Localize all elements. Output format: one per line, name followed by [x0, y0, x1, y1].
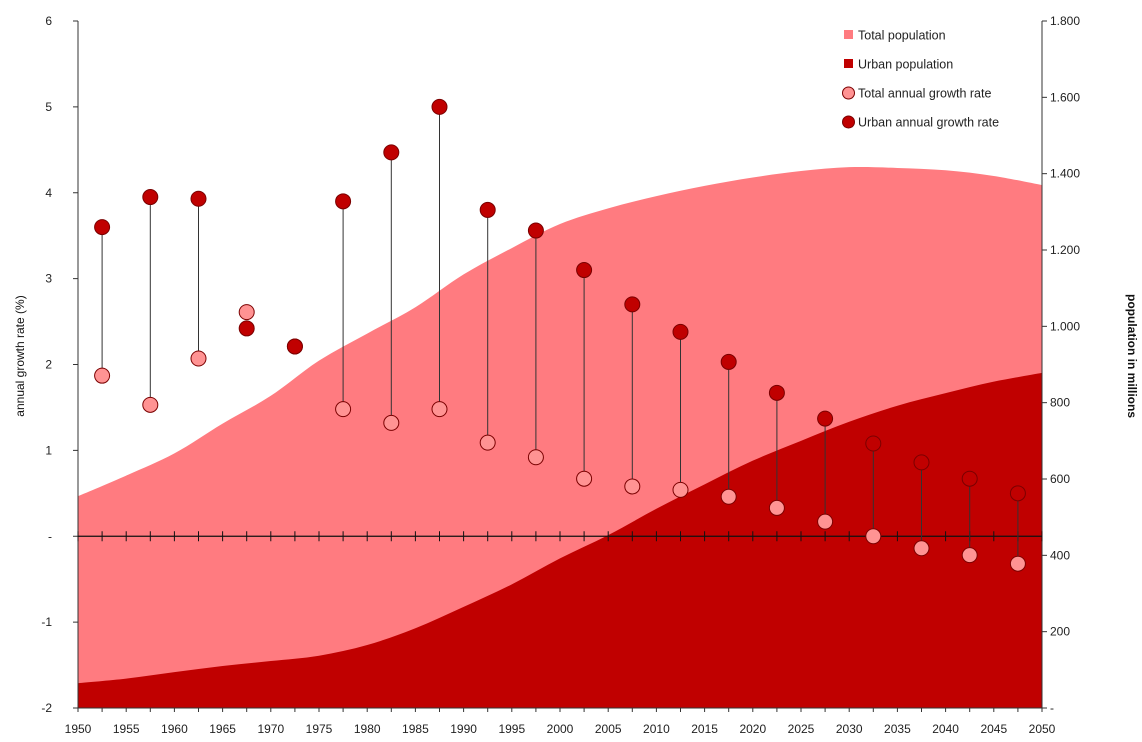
y2-tick-label: 1.800	[1050, 14, 1080, 28]
legend-label: Total annual growth rate	[858, 87, 991, 101]
total-rate-marker	[527, 449, 544, 466]
y2-tick-label: 1.400	[1050, 167, 1080, 181]
y2-tick-label: 1.200	[1050, 243, 1080, 257]
legend-label: Total population	[858, 29, 946, 43]
urban-rate-marker	[913, 454, 930, 471]
urban-rate-marker	[238, 320, 255, 337]
x-tick-label: 2030	[836, 722, 863, 736]
x-tick-label: 2020	[739, 722, 766, 736]
population-areas	[78, 167, 1042, 709]
urban-rate-marker	[1009, 485, 1026, 502]
x-tick-label: 1995	[498, 722, 525, 736]
y2-tick-label: 1.600	[1050, 90, 1080, 104]
urban-population-area	[78, 372, 1042, 708]
y2-tick-label: 200	[1050, 625, 1070, 639]
total-rate-marker	[720, 488, 737, 505]
x-tick-label: 2015	[691, 722, 718, 736]
y-tick-label: -1	[41, 615, 52, 629]
y-tick-label: 5	[45, 100, 52, 114]
y2-tick-label: 800	[1050, 396, 1070, 410]
urban-rate-marker	[190, 190, 207, 207]
urban-rate-marker	[94, 219, 111, 236]
x-tick-label: 1970	[257, 722, 284, 736]
urban-rate-marker	[961, 470, 978, 487]
x-tick-label: 2035	[884, 722, 911, 736]
total-rate-marker	[383, 414, 400, 431]
y-tick-label: 2	[45, 358, 52, 372]
urban-rate-marker	[768, 384, 785, 401]
urban-rate-marker	[479, 201, 496, 218]
total-rate-marker	[94, 367, 111, 384]
total-rate-marker	[142, 396, 159, 413]
total-rate-marker	[479, 434, 496, 451]
total-rate-marker	[672, 481, 689, 498]
rate-markers	[94, 98, 1026, 572]
urban-rate-marker	[672, 323, 689, 340]
y-tick-label: 4	[45, 186, 52, 200]
legend-swatch	[844, 59, 853, 68]
y-tick-label: 3	[45, 272, 52, 286]
x-tick-label: 2045	[980, 722, 1007, 736]
total-rate-marker	[768, 499, 785, 516]
x-tick-label: 2010	[643, 722, 670, 736]
total-rate-marker	[865, 528, 882, 545]
x-tick-label: 2025	[788, 722, 815, 736]
x-tick-label: 1985	[402, 722, 429, 736]
total-rate-marker	[431, 401, 448, 418]
total-rate-marker	[913, 540, 930, 557]
x-tick-label: 1980	[354, 722, 381, 736]
x-tick-label: 1960	[161, 722, 188, 736]
legend-swatch	[844, 30, 853, 39]
legend-label: Urban annual growth rate	[858, 116, 999, 130]
x-tick-label: 1990	[450, 722, 477, 736]
total-rate-marker	[961, 547, 978, 564]
urban-rate-marker	[720, 353, 737, 370]
total-rate-marker	[817, 513, 834, 530]
drop-lines	[101, 106, 1019, 564]
y-tick-label: 1	[45, 443, 52, 457]
total-rate-marker	[238, 304, 255, 321]
urban-rate-marker	[335, 193, 352, 210]
x-tick-label: 2005	[595, 722, 622, 736]
y2-tick-label: 400	[1050, 548, 1070, 562]
total-rate-marker	[1009, 555, 1026, 572]
urban-rate-marker	[142, 189, 159, 206]
y2-tick-label: 600	[1050, 472, 1070, 486]
y2-axis-title: population in millions	[1125, 294, 1139, 418]
tick-labels: 6 5 4 3 2 1 - -1 -2 1.800 1.600 1.400 1.200 1.000 800 6…	[41, 14, 1080, 736]
y2-tick-label: -	[1050, 701, 1054, 715]
urban-rate-marker	[865, 435, 882, 452]
y-tick-label: 6	[45, 14, 52, 28]
y-tick-label: -	[48, 529, 52, 543]
axes	[73, 20, 1047, 712]
legend: Total population Urban population Total an…	[842, 29, 999, 130]
y2-tick-label: 1.000	[1050, 319, 1080, 333]
legend-swatch	[842, 86, 855, 100]
urban-rate-marker	[383, 144, 400, 161]
y-tick-label: -2	[41, 701, 52, 715]
urban-rate-marker	[527, 222, 544, 239]
x-tick-label: 2000	[547, 722, 574, 736]
x-tick-label: 1975	[306, 722, 333, 736]
x-tick-label: 1950	[65, 722, 92, 736]
y-axis-title: annual growth rate (%)	[13, 295, 27, 416]
total-rate-marker	[576, 470, 593, 487]
legend-label: Urban population	[858, 58, 953, 72]
urban-rate-marker	[624, 296, 641, 313]
legend-swatch	[842, 115, 855, 129]
total-rate-marker	[190, 350, 207, 367]
urban-rate-marker	[286, 338, 303, 355]
x-tick-label: 2050	[1029, 722, 1056, 736]
x-tick-label: 1955	[113, 722, 140, 736]
urban-rate-marker	[576, 262, 593, 279]
urban-rate-marker	[431, 98, 448, 115]
x-tick-label: 2040	[932, 722, 959, 736]
x-tick-label: 1965	[209, 722, 236, 736]
total-rate-marker	[624, 478, 641, 495]
urban-rate-marker	[817, 410, 834, 427]
total-rate-marker	[335, 401, 352, 418]
